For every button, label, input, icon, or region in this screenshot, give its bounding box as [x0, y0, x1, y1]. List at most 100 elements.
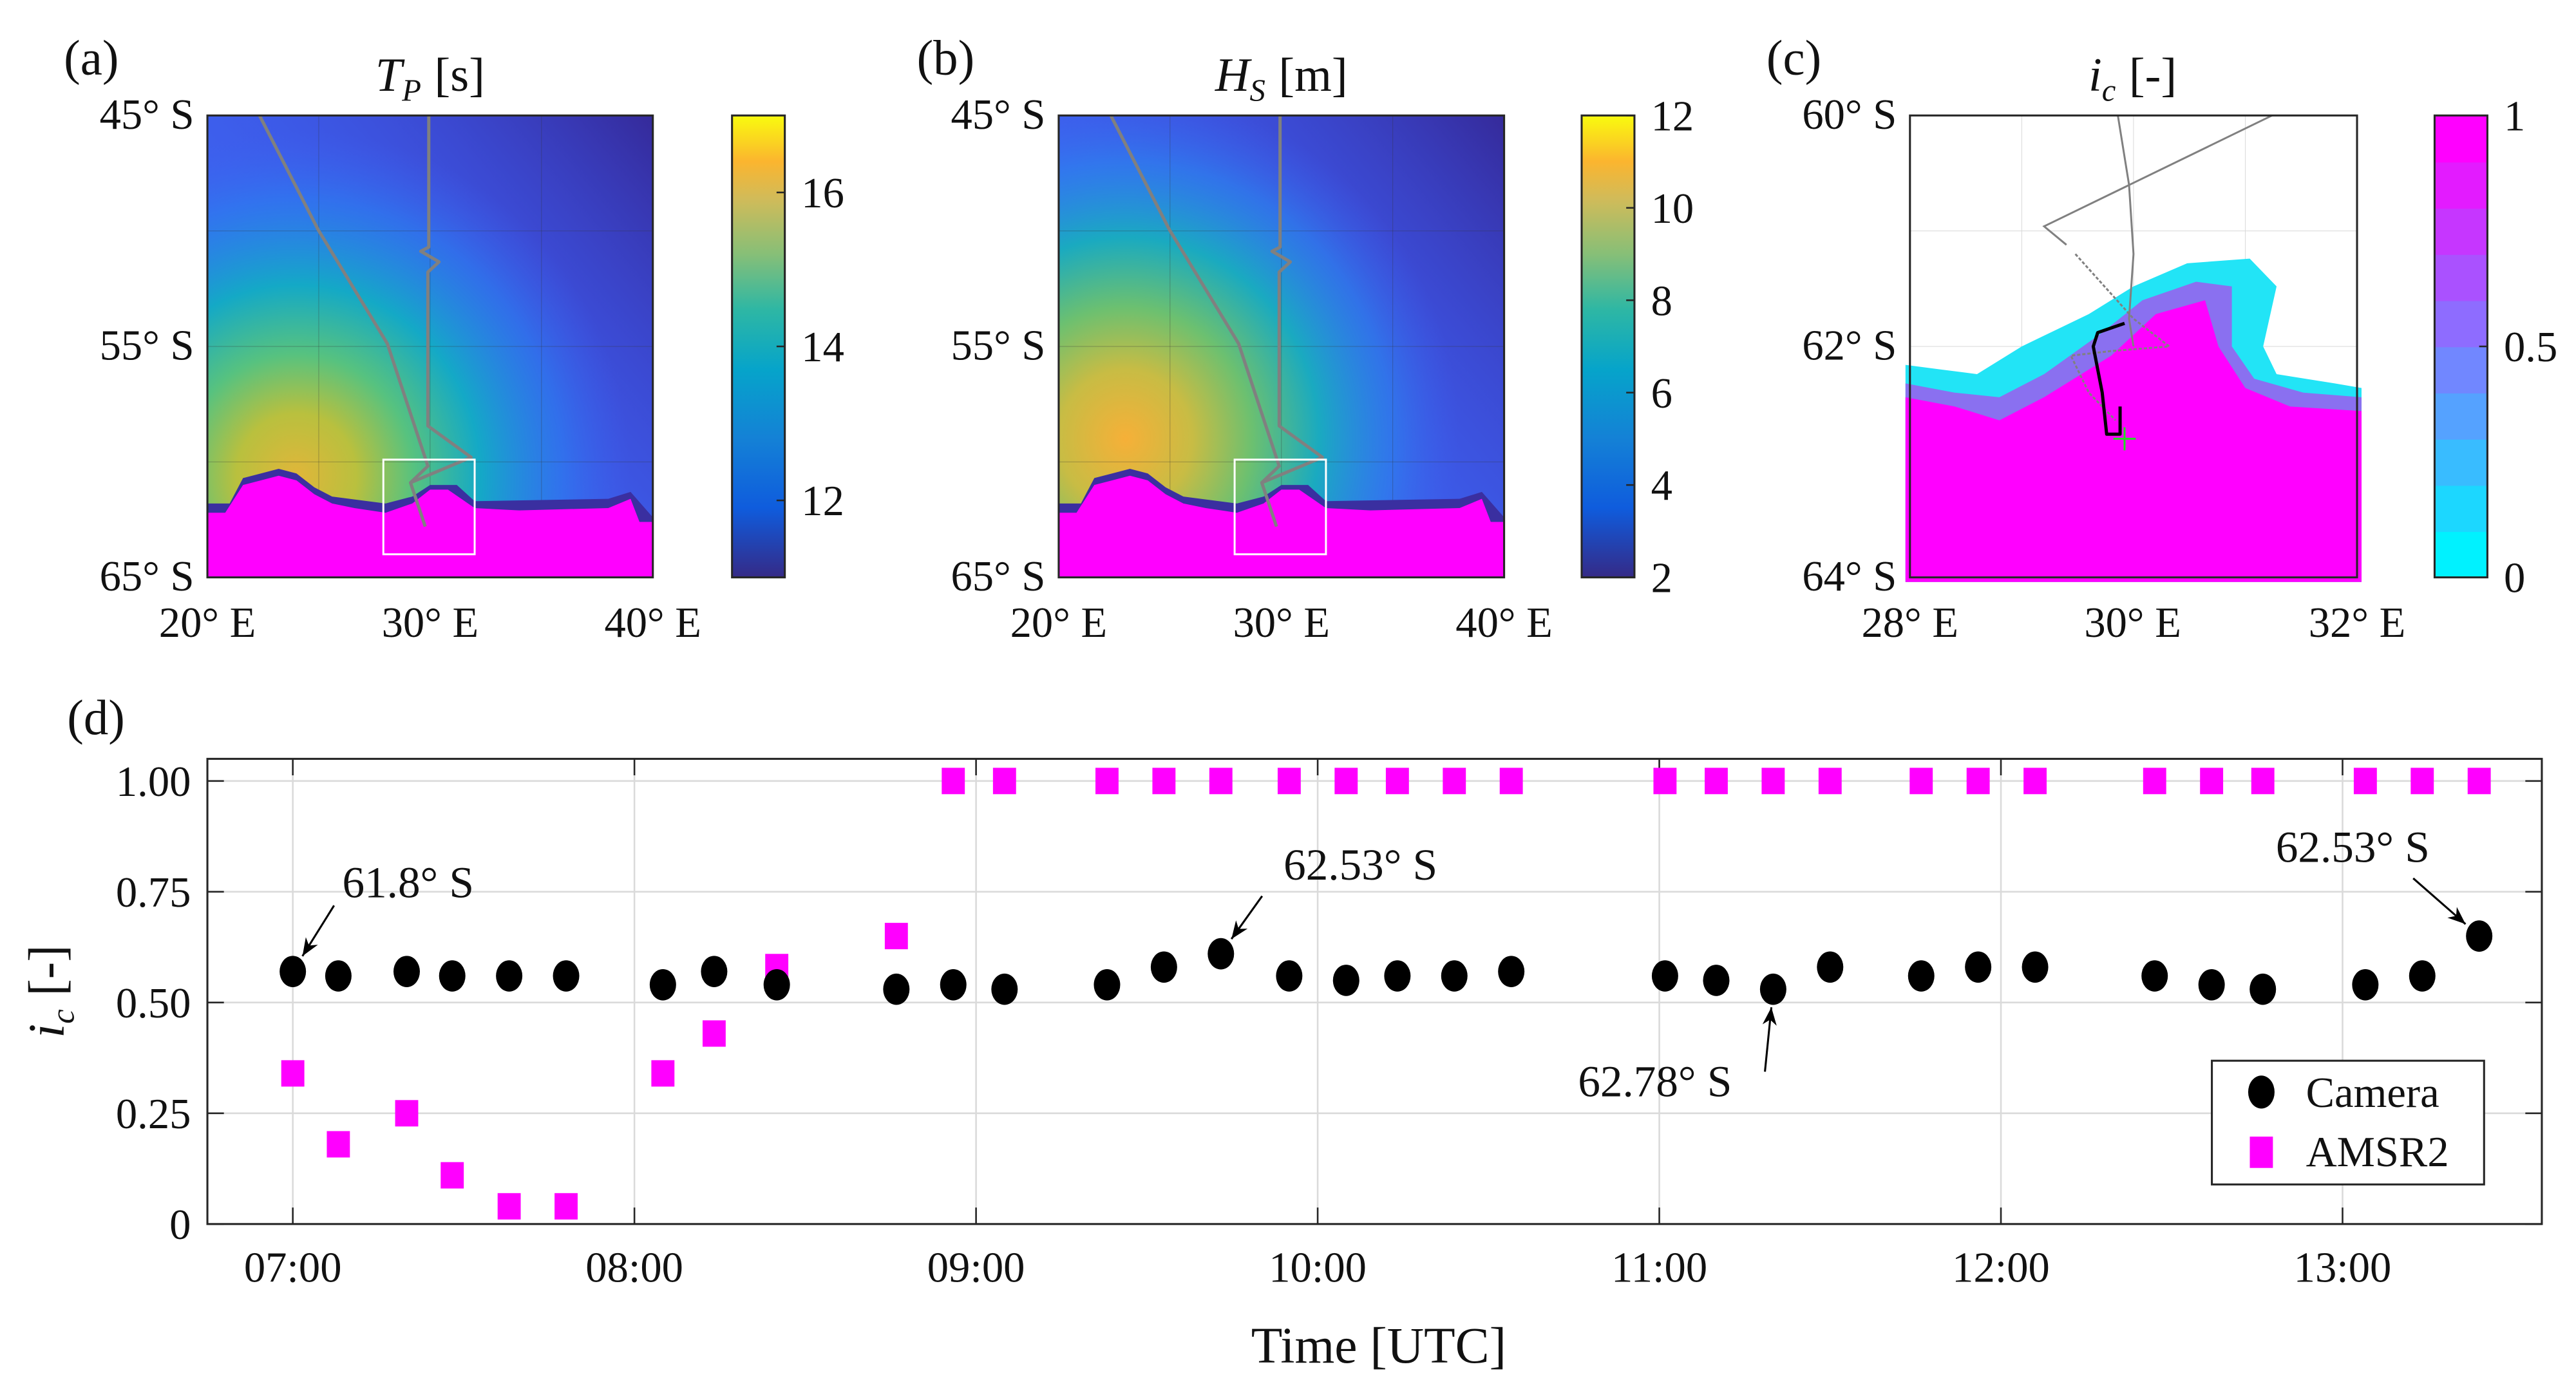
amsr2-point [395, 1100, 419, 1127]
x-tick-label: 07:00 [244, 1244, 342, 1291]
camera-point [1965, 951, 1992, 983]
map-frame [206, 114, 654, 579]
panel-b: (b) HS [m] 45° S 55° S 65° S 20° E 30° E … [917, 30, 1694, 647]
chart-frame [206, 757, 2543, 1225]
colorbar-gradient [1581, 115, 1634, 578]
y-tick-label: 0.50 [116, 980, 191, 1027]
lon-tick: 32° E [2309, 600, 2406, 647]
camera-point [2022, 951, 2049, 983]
colorbar-step [2434, 485, 2488, 533]
colorbar-step [2434, 392, 2488, 440]
colorbar-step [2434, 300, 2488, 348]
lat-tick: 55° S [100, 322, 194, 369]
panel-c: (c) ic [-] 60° S 62° S 64° S [1766, 30, 2557, 647]
map-frame [1909, 114, 2358, 579]
camera-point [2352, 969, 2379, 1001]
camera-point [1441, 960, 1468, 992]
panel-label: (a) [64, 30, 118, 85]
amsr2-point [2023, 768, 2047, 795]
annotation-arrow [2412, 877, 2467, 925]
amsr2-point [281, 1060, 305, 1087]
amsr2-point [942, 768, 965, 795]
lon-tick: 20° E [1010, 600, 1108, 647]
camera-point [701, 956, 728, 987]
amsr2-point [497, 1193, 521, 1220]
camera-point [439, 960, 466, 992]
camera-point [2198, 969, 2225, 1001]
colorbar-step [2434, 531, 2488, 578]
colorbar-tick-label: 2 [1651, 555, 1672, 602]
colorbar-tick-label: 10 [1651, 185, 1694, 232]
ship-track-return [2044, 115, 2272, 245]
camera-point [1908, 960, 1935, 992]
colorbar-step [2434, 254, 2488, 301]
lat-tick: 65° S [951, 553, 1045, 600]
colorbar-step [2434, 346, 2488, 393]
camera-point [496, 960, 523, 992]
ship-track-return [1262, 115, 1322, 482]
lat-tick: 64° S [1802, 553, 1897, 600]
x-tick-label: 13:00 [2294, 1244, 2392, 1291]
legend: Camera AMSR2 [2211, 1059, 2485, 1186]
camera-point [1150, 951, 1177, 983]
lat-tick: 55° S [951, 322, 1045, 369]
camera-point [2141, 960, 2168, 992]
chart-marks [279, 768, 2493, 1220]
amsr2-point [884, 923, 908, 950]
camera-point [279, 956, 307, 987]
panel-label: (c) [1766, 30, 1821, 85]
sea-ice-mask [1058, 475, 1504, 578]
annotation-label: 62.78° S [1578, 1057, 1732, 1106]
amsr2-point [1499, 768, 1523, 795]
amsr2-point [702, 1020, 726, 1047]
panel-title: TP [s] [375, 49, 485, 108]
colorbar-tick-label: 1 [2504, 93, 2525, 140]
chart-grid [207, 759, 2542, 1225]
zoom-region-box [1235, 460, 1326, 554]
camera-point [1332, 965, 1359, 996]
amsr2-point [2410, 768, 2434, 795]
legend-amsr2-marker [2249, 1137, 2273, 1168]
colorbar-tick-label: 12 [1651, 93, 1694, 140]
camera-point [763, 969, 790, 1001]
amsr2-point [2467, 768, 2491, 795]
camera-point [649, 969, 676, 1001]
colorbar-hs: 2 4 6 8 10 12 [1580, 93, 1694, 602]
colorbar-tick-label: 0 [2504, 555, 2525, 602]
annotation-arrow [1762, 1007, 1777, 1072]
annotation-arrow [301, 905, 336, 957]
amsr2-point [1385, 768, 1409, 795]
amsr2-point [2251, 768, 2275, 795]
lat-tick: 60° S [1802, 91, 1897, 138]
lat-tick: 65° S [100, 553, 194, 600]
y-tick-label: 0.25 [116, 1091, 191, 1138]
y-tick-label: 0.75 [116, 869, 191, 916]
chart-ticks: 07:00 08:00 09:00 10:00 11:00 12:00 13:00 0 0.25… [116, 759, 2542, 1291]
y-tick-label: 1.00 [116, 759, 191, 806]
camera-point [1651, 960, 1678, 992]
camera-point [393, 956, 420, 987]
panel-d: (d) 07:00 08:00 09:00 10:00 11:00 12:00 13:000… [19, 690, 2543, 1374]
y-tick-label: 0 [169, 1202, 191, 1249]
camera-point [991, 973, 1018, 1005]
amsr2-point [1761, 768, 1785, 795]
y-axis-label: ic[-] [19, 945, 81, 1038]
lat-tick: 62° S [1802, 322, 1897, 369]
colorbar-tp: 12 14 16 [731, 114, 844, 579]
x-tick-label: 08:00 [585, 1244, 683, 1291]
colorbar-tick-label: 12 [801, 478, 844, 525]
annotation-label: 62.53° S [1283, 840, 1437, 889]
colorbar-tick-label: 4 [1651, 462, 1672, 509]
legend-camera-label: Camera [2306, 1070, 2439, 1117]
colorbar-step [2434, 162, 2488, 209]
ice-pack [1905, 300, 2362, 582]
colorbar-tick-label: 14 [801, 324, 844, 371]
amsr2-point [1909, 768, 1933, 795]
camera-track [2093, 323, 2125, 434]
panel-title: ic [-] [2088, 49, 2177, 108]
panel-a: (a) TP [s] 45° S 55° S 65° S 20° E 30° E … [64, 30, 844, 647]
map-tp [207, 115, 653, 577]
amsr2-point [2353, 768, 2377, 795]
ship-track [1111, 115, 1279, 526]
